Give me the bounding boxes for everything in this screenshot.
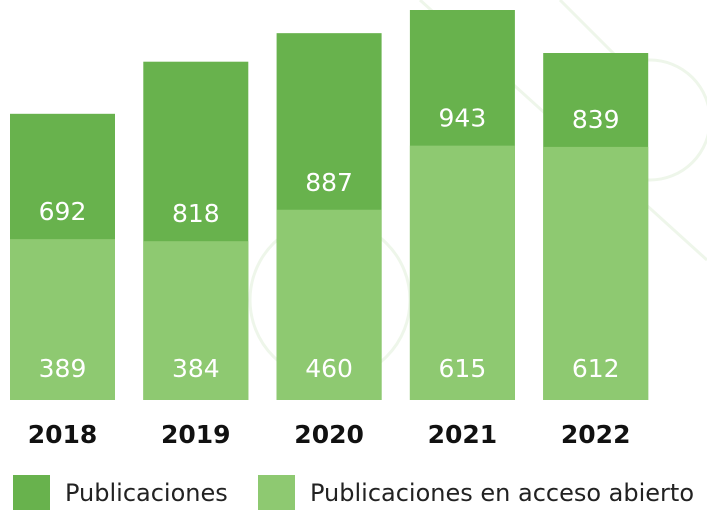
bar (276, 209, 382, 400)
legend-swatch (13, 475, 50, 510)
legend-swatch (258, 475, 295, 510)
value-label: 389 (39, 354, 87, 383)
value-label: 460 (305, 354, 353, 383)
x-tick-label: 2018 (28, 420, 98, 449)
x-tick-label: 2020 (294, 420, 364, 449)
value-label: 839 (572, 105, 620, 134)
x-tick-label: 2019 (161, 420, 231, 449)
bar (543, 146, 649, 400)
value-label: 692 (39, 197, 87, 226)
x-tick-label: 2022 (561, 420, 631, 449)
value-label: 887 (305, 168, 353, 197)
value-label: 612 (572, 354, 620, 383)
bar (10, 239, 115, 400)
legend-label: Publicaciones en acceso abierto (310, 479, 694, 507)
value-label: 818 (172, 199, 220, 228)
value-label: 615 (439, 354, 487, 383)
legend-label: Publicaciones (65, 479, 228, 507)
bar (409, 145, 515, 400)
x-tick-label: 2021 (428, 420, 498, 449)
value-label: 943 (439, 104, 487, 133)
bar (143, 241, 249, 400)
value-label: 384 (172, 354, 220, 383)
